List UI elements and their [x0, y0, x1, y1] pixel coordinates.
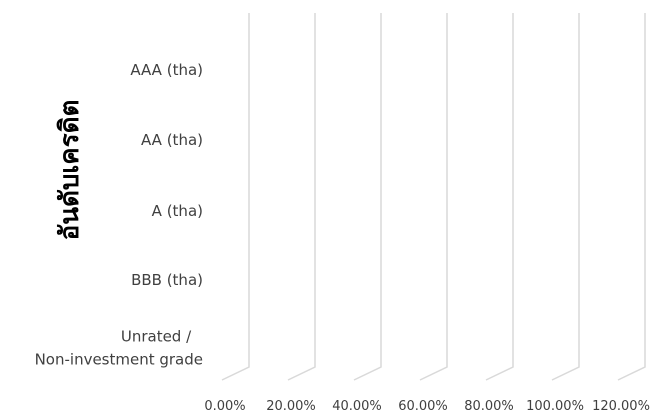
y-axis-categories: AAA (tha) AA (tha) A (tha) BBB (tha) Unrated…: [35, 61, 203, 369]
category-label: Unrated /: [121, 328, 192, 346]
category-label: A (tha): [152, 202, 203, 220]
x-axis-ticks: 0.00% 20.00% 40.00% 60.00% 80.00% 100.00% 120.…: [204, 399, 650, 414]
gridline-2: [353, 13, 382, 381]
x-tick-label: 60.00%: [398, 399, 448, 414]
x-tick-label: 100.00%: [526, 399, 584, 414]
category-label: AA (tha): [141, 131, 203, 149]
gridline-4: [485, 13, 514, 381]
y-axis-title: อันดับเครดิต: [55, 100, 85, 241]
gridlines: [221, 13, 646, 381]
gridline-6: [617, 13, 646, 381]
category-label: AAA (tha): [130, 61, 203, 79]
gridline-5: [551, 13, 580, 381]
x-tick-label: 120.00%: [592, 399, 650, 414]
x-tick-label: 20.00%: [266, 399, 316, 414]
x-tick-label: 40.00%: [332, 399, 382, 414]
gridline-1: [287, 13, 316, 381]
x-tick-label: 80.00%: [464, 399, 514, 414]
category-label: Non-investment grade: [35, 351, 203, 369]
x-tick-label: 0.00%: [204, 399, 245, 414]
gridline-0: [221, 13, 250, 381]
category-label: BBB (tha): [131, 271, 203, 289]
gridline-3: [419, 13, 448, 381]
